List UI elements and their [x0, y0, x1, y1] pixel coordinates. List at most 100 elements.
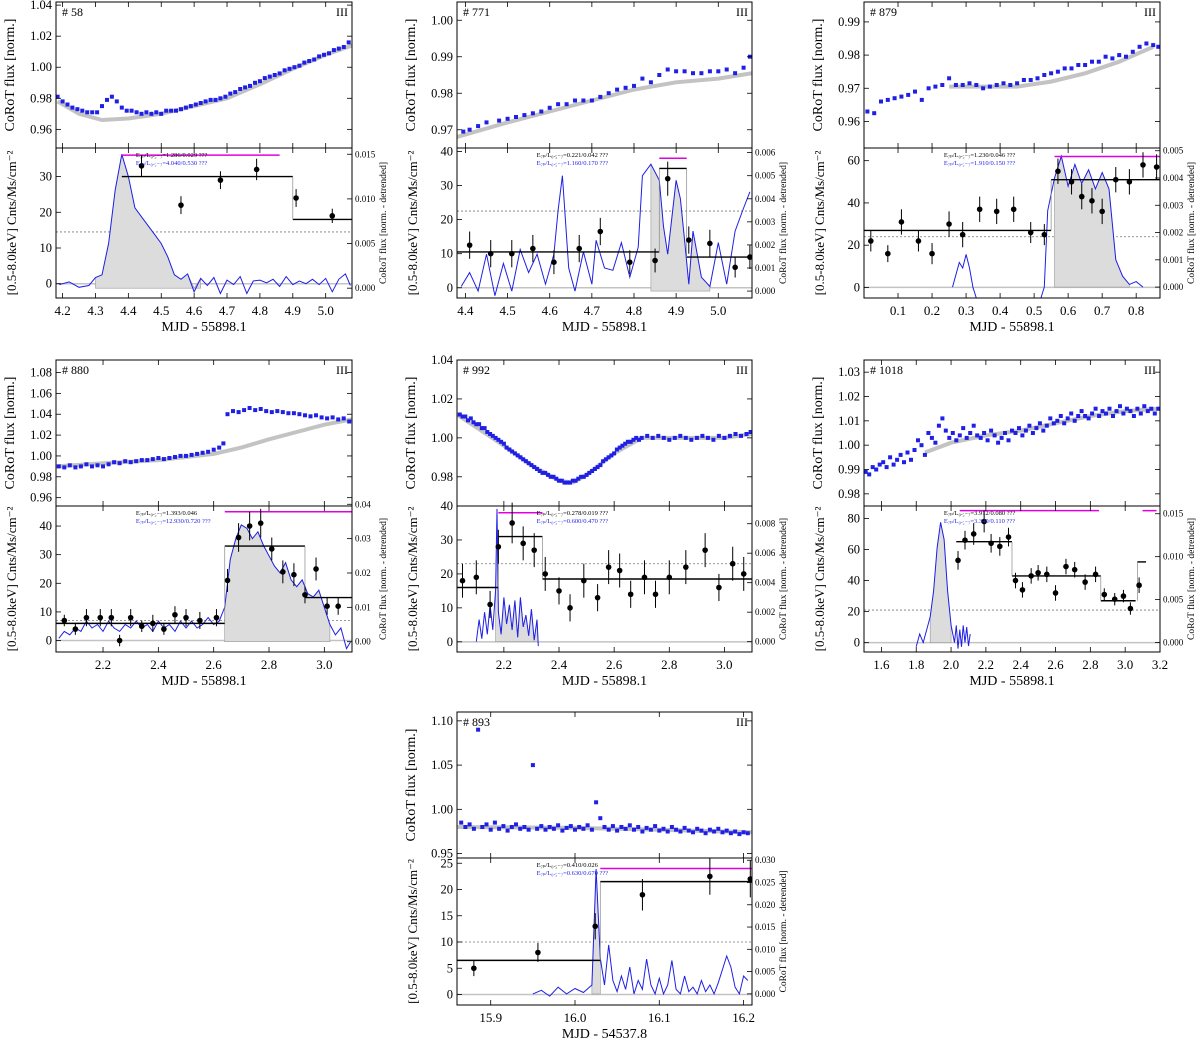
- optical-data-point: [1110, 56, 1115, 61]
- bottom-y-axis-label: [0.5-8.0keV] Cnts/Ms/cm⁻²: [812, 151, 827, 296]
- optical-data-point: [1076, 414, 1081, 418]
- bottom-y-tick-label: 20: [848, 238, 861, 252]
- optical-data-point: [286, 411, 291, 416]
- right-y-tick-label: 0.010: [355, 194, 376, 204]
- optical-data-point: [619, 825, 624, 829]
- optical-data-point: [331, 48, 336, 53]
- bottom-panel-frame: [456, 857, 753, 1006]
- optical-data-point: [546, 472, 550, 477]
- xray-lightcurve: [457, 858, 752, 997]
- optical-data-point: [238, 87, 243, 91]
- optical-data-point: [1023, 428, 1028, 433]
- xray-data-point: [509, 520, 515, 526]
- optical-data-point: [1090, 411, 1095, 416]
- optical-data-point: [1137, 44, 1142, 49]
- panel-id-label: # 771: [463, 5, 490, 19]
- xray-data-point: [664, 175, 671, 182]
- optical-data-point: [253, 408, 258, 413]
- optical-data-point: [189, 452, 194, 457]
- optical-data-point: [243, 85, 248, 90]
- energy-annotation: E₇ₚ/L₀.₅₋₇=1.286/0.029 ???: [136, 152, 208, 159]
- xray-data-point: [716, 584, 722, 591]
- optical-data-point: [733, 829, 738, 834]
- optical-data-point: [940, 416, 945, 421]
- optical-data-point: [150, 457, 155, 462]
- optical-data-point: [144, 110, 149, 115]
- optical-data-point: [101, 464, 105, 469]
- optical-data-point: [1131, 414, 1136, 418]
- optical-data-point: [474, 422, 479, 427]
- optical-data-point: [699, 71, 704, 76]
- optical-data-point: [1083, 63, 1088, 67]
- right-y-tick-label: 0.000: [1163, 282, 1184, 292]
- top-panel-frame: [456, 711, 753, 859]
- top-y-tick-label: 0.96: [30, 491, 52, 505]
- x-tick-label: 4.7: [584, 303, 601, 318]
- x-tick-label: 4.6: [542, 303, 559, 318]
- panel-id-label: # 879: [870, 5, 897, 19]
- bottom-y-tick-label: 20: [848, 605, 861, 619]
- bottom-y-tick-label: 40: [441, 144, 454, 158]
- right-y-tick-label: 0.010: [1163, 552, 1184, 562]
- optical-data-point: [592, 467, 597, 471]
- panel-893: 15.9 16.0 16.1 16.2 0.95 1.00 1.05 1.10 0 5 10 15 20…: [404, 711, 789, 1042]
- optical-data-point: [615, 87, 620, 92]
- optical-data-point: [598, 94, 603, 99]
- optical-data-point: [488, 432, 493, 436]
- right-y-axis-label: CoRoT flux [norm. - detrended]: [778, 162, 789, 284]
- optical-data-point: [581, 98, 586, 103]
- optical-data-point: [556, 823, 561, 828]
- optical-data-point: [488, 827, 493, 832]
- optical-data-point: [543, 827, 548, 832]
- optical-data-point: [233, 90, 238, 95]
- optical-data-point: [523, 459, 528, 464]
- x-tick-label: 5.0: [318, 303, 334, 318]
- optical-data-point: [67, 463, 72, 468]
- optical-data-point: [336, 46, 341, 51]
- x-tick-label: 1.8: [908, 657, 924, 672]
- optical-data-point: [741, 830, 746, 835]
- optical-data-point: [982, 431, 987, 435]
- optical-data-point: [598, 463, 603, 468]
- optical-data-point: [145, 458, 150, 463]
- x-tick-label: 4.4: [457, 303, 474, 318]
- panel-992: 2.2 2.4 2.6 2.8 3.0 0.98 1.00 1.02 1.04 0 10 20 30 40…: [404, 353, 789, 689]
- optical-data-point: [1034, 426, 1039, 431]
- optical-data-point: [532, 465, 537, 470]
- energy-annotation: E₇ₚ/L₀.₅₋₇=3.912/0.080 ???: [944, 510, 1016, 517]
- x-tick-label: 0.2: [924, 303, 940, 318]
- xray-data-point: [116, 637, 123, 644]
- optical-data-point: [707, 827, 712, 832]
- optical-data-point: [1093, 406, 1098, 411]
- panel-id-label: # 893: [463, 715, 490, 729]
- optical-data-point: [65, 102, 70, 107]
- optical-data-point: [640, 829, 645, 834]
- top-panel-frame: [55, 1, 353, 149]
- optical-data-point: [943, 428, 948, 433]
- top-y-tick-label: 0.99: [431, 50, 453, 64]
- detrended-optical-line: [532, 869, 749, 997]
- optical-data-point: [459, 820, 464, 825]
- optical-data-point: [518, 826, 523, 831]
- optical-data-point: [606, 91, 611, 96]
- right-y-tick-label: 0.03: [355, 534, 371, 544]
- optical-data-point: [657, 828, 662, 833]
- optical-data-point: [564, 825, 569, 830]
- xray-data-point: [324, 603, 330, 609]
- top-y-tick-label: 1.08: [30, 366, 52, 380]
- xray-data-point: [302, 591, 308, 598]
- optical-data-point: [579, 474, 584, 479]
- optical-data-point: [689, 437, 694, 442]
- optical-data-point: [1041, 428, 1046, 433]
- optical-data-point: [1156, 406, 1160, 411]
- top-y-tick-label: 0.98: [30, 91, 52, 105]
- optical-data-point: [1062, 66, 1067, 71]
- bottom-y-axis-label: [0.5-8.0keV] Cnts/Ms/cm⁻²: [812, 507, 827, 652]
- optical-data-point: [936, 423, 941, 428]
- right-y-tick-label: 0.04: [355, 499, 371, 509]
- xray-data-point: [652, 591, 659, 598]
- optical-data-point: [559, 478, 564, 483]
- optical-data-point: [577, 825, 582, 829]
- xray-lightcurve: [457, 157, 752, 296]
- optical-data-point: [341, 45, 346, 49]
